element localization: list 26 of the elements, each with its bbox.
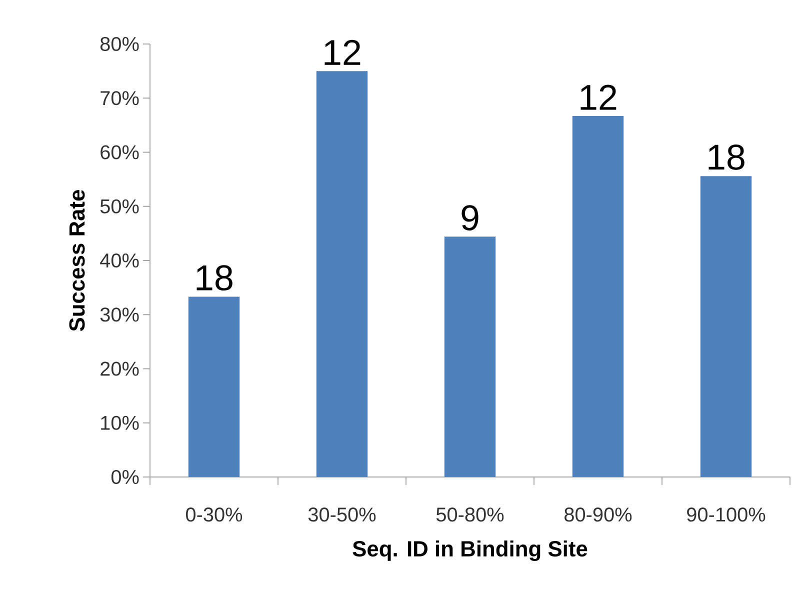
annotation: 12	[324, 40, 360, 65]
y-tick-label: 20%	[100, 362, 139, 376]
annotation: 12	[580, 84, 616, 110]
bar	[188, 296, 240, 477]
y-tick-label: 40%	[100, 253, 139, 268]
y-axis-title: Success Rate	[69, 190, 85, 332]
y-tick-label: 30%	[100, 308, 139, 322]
y-tick-label: 60%	[100, 145, 139, 160]
annotation: 9	[462, 205, 478, 230]
y-tick-label: 50%	[100, 199, 139, 214]
bar	[700, 176, 752, 477]
y-tick-label: 70%	[100, 91, 139, 106]
bar	[444, 236, 496, 477]
x-tick-label: 50-80%	[436, 508, 504, 522]
y-tick-label: 10%	[101, 416, 139, 430]
x-tick-label: 0-30%	[186, 508, 242, 522]
y-tick-label: 80%	[100, 36, 139, 52]
x-tick-label: 30-50%	[308, 508, 376, 522]
x-tick-label: 90-100%	[687, 508, 766, 522]
x-tick-label: 80-90%	[564, 508, 632, 522]
annotation: 18	[196, 265, 232, 291]
bar	[316, 71, 368, 477]
bar	[572, 116, 624, 477]
y-tick-label: 0%	[111, 470, 139, 484]
x-axis-title: Seq. ID in Binding Site	[352, 540, 588, 561]
annotation: 18	[708, 144, 744, 170]
